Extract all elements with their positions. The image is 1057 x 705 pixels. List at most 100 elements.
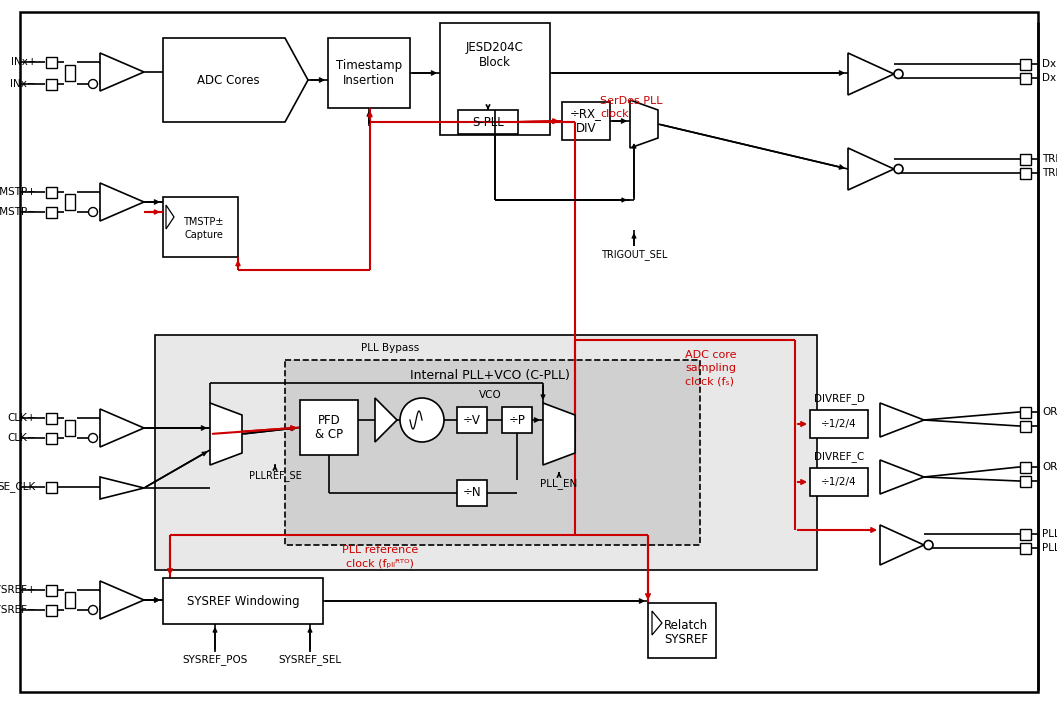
FancyBboxPatch shape bbox=[1020, 73, 1031, 83]
FancyBboxPatch shape bbox=[328, 38, 410, 108]
FancyBboxPatch shape bbox=[457, 407, 487, 433]
Text: SerDes PLL: SerDes PLL bbox=[600, 96, 663, 106]
Text: ÷RX_: ÷RX_ bbox=[570, 107, 601, 121]
Polygon shape bbox=[100, 53, 144, 91]
Polygon shape bbox=[100, 409, 144, 447]
Text: clock (fₛ): clock (fₛ) bbox=[685, 376, 734, 386]
FancyBboxPatch shape bbox=[562, 102, 610, 140]
Text: SYSREF_SEL: SYSREF_SEL bbox=[278, 654, 341, 666]
Text: Block: Block bbox=[479, 56, 511, 70]
FancyBboxPatch shape bbox=[1020, 420, 1031, 431]
Circle shape bbox=[894, 164, 903, 173]
Polygon shape bbox=[166, 205, 174, 229]
Circle shape bbox=[400, 398, 444, 442]
FancyBboxPatch shape bbox=[64, 65, 75, 81]
FancyBboxPatch shape bbox=[502, 407, 532, 433]
FancyBboxPatch shape bbox=[1020, 154, 1031, 164]
Polygon shape bbox=[848, 53, 894, 95]
FancyBboxPatch shape bbox=[285, 360, 700, 545]
Text: TMSTP−: TMSTP− bbox=[0, 207, 36, 217]
Text: ÷P: ÷P bbox=[508, 414, 525, 427]
Text: Internal PLL+VCO (C-PLL): Internal PLL+VCO (C-PLL) bbox=[410, 369, 570, 381]
FancyBboxPatch shape bbox=[45, 207, 56, 218]
FancyBboxPatch shape bbox=[1020, 59, 1031, 70]
Text: VCO: VCO bbox=[479, 390, 501, 400]
Text: TRIGOUT_SEL: TRIGOUT_SEL bbox=[600, 250, 667, 260]
Polygon shape bbox=[210, 403, 242, 465]
Text: SYSREF+: SYSREF+ bbox=[0, 585, 36, 595]
FancyBboxPatch shape bbox=[1020, 475, 1031, 486]
Circle shape bbox=[89, 434, 97, 443]
FancyBboxPatch shape bbox=[1020, 407, 1031, 417]
Polygon shape bbox=[630, 100, 659, 148]
FancyBboxPatch shape bbox=[64, 592, 75, 608]
Polygon shape bbox=[375, 398, 397, 442]
Text: SYSREF: SYSREF bbox=[664, 633, 708, 646]
Polygon shape bbox=[100, 581, 144, 619]
Polygon shape bbox=[100, 477, 144, 499]
Polygon shape bbox=[880, 460, 924, 494]
FancyBboxPatch shape bbox=[458, 110, 518, 134]
FancyBboxPatch shape bbox=[810, 468, 868, 496]
FancyBboxPatch shape bbox=[45, 187, 56, 197]
FancyBboxPatch shape bbox=[45, 432, 56, 443]
Text: ÷V: ÷V bbox=[463, 414, 481, 427]
Text: ÷N: ÷N bbox=[463, 486, 481, 500]
Text: PFD: PFD bbox=[317, 414, 340, 427]
Text: clock: clock bbox=[600, 109, 629, 119]
Text: PLL reference: PLL reference bbox=[341, 545, 419, 555]
FancyBboxPatch shape bbox=[457, 480, 487, 506]
Text: Dx−: Dx− bbox=[1042, 73, 1057, 83]
FancyBboxPatch shape bbox=[1020, 462, 1031, 472]
Text: TRIGOUT−: TRIGOUT− bbox=[1042, 168, 1057, 178]
Text: INx+: INx+ bbox=[11, 57, 36, 67]
Text: CLK+: CLK+ bbox=[7, 413, 36, 423]
Text: SYSREF Windowing: SYSREF Windowing bbox=[187, 594, 299, 608]
FancyBboxPatch shape bbox=[64, 194, 75, 210]
FancyBboxPatch shape bbox=[440, 23, 550, 135]
Circle shape bbox=[89, 80, 97, 89]
Text: PLLREF_SE: PLLREF_SE bbox=[248, 470, 301, 482]
Text: PLL Bypass: PLL Bypass bbox=[360, 343, 420, 353]
FancyBboxPatch shape bbox=[1020, 529, 1031, 539]
Text: DIVREF_C: DIVREF_C bbox=[814, 451, 865, 462]
FancyBboxPatch shape bbox=[20, 12, 1038, 692]
Text: SYSREF−: SYSREF− bbox=[0, 605, 36, 615]
Text: TRIGOUT+: TRIGOUT+ bbox=[1042, 154, 1057, 164]
FancyBboxPatch shape bbox=[648, 603, 716, 658]
Text: & CP: & CP bbox=[315, 428, 344, 441]
Text: Timestamp: Timestamp bbox=[336, 59, 402, 73]
Text: CLK−: CLK− bbox=[7, 433, 36, 443]
Polygon shape bbox=[543, 403, 575, 465]
Text: ÷1/2/4: ÷1/2/4 bbox=[821, 477, 857, 487]
Polygon shape bbox=[880, 403, 924, 437]
FancyBboxPatch shape bbox=[64, 420, 75, 436]
Text: INx−: INx− bbox=[11, 79, 36, 89]
FancyBboxPatch shape bbox=[45, 584, 56, 596]
Text: Dx+: Dx+ bbox=[1042, 59, 1057, 69]
Text: ÷1/2/4: ÷1/2/4 bbox=[821, 419, 857, 429]
Circle shape bbox=[894, 70, 903, 78]
Text: JESD204C: JESD204C bbox=[466, 40, 524, 54]
Polygon shape bbox=[652, 611, 662, 635]
Text: DIV: DIV bbox=[576, 121, 596, 135]
Text: ADC Cores: ADC Cores bbox=[197, 73, 259, 87]
Text: ORC: ORC bbox=[1042, 462, 1057, 472]
FancyBboxPatch shape bbox=[163, 578, 323, 624]
FancyBboxPatch shape bbox=[45, 56, 56, 68]
Text: DIVREF_D: DIVREF_D bbox=[814, 393, 865, 405]
Text: PLLREFO−: PLLREFO− bbox=[1042, 543, 1057, 553]
FancyBboxPatch shape bbox=[45, 412, 56, 424]
Text: sampling: sampling bbox=[685, 363, 736, 373]
FancyBboxPatch shape bbox=[45, 604, 56, 615]
FancyBboxPatch shape bbox=[155, 335, 817, 570]
FancyBboxPatch shape bbox=[1020, 168, 1031, 178]
Text: S-PLL: S-PLL bbox=[472, 116, 504, 128]
FancyBboxPatch shape bbox=[300, 400, 358, 455]
Polygon shape bbox=[163, 38, 308, 122]
Circle shape bbox=[89, 606, 97, 615]
FancyBboxPatch shape bbox=[163, 197, 238, 257]
Text: Capture: Capture bbox=[184, 230, 223, 240]
Text: PLL_EN: PLL_EN bbox=[540, 479, 577, 489]
Text: PLLREFO+: PLLREFO+ bbox=[1042, 529, 1057, 539]
